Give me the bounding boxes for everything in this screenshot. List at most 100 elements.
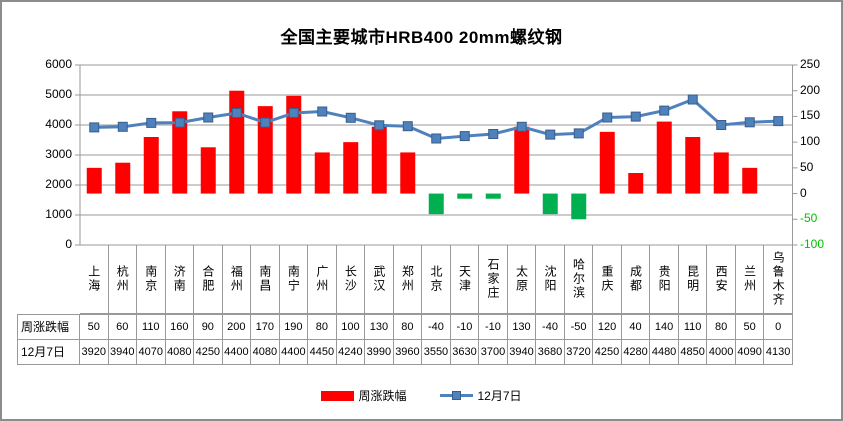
price-cell-9: 4240 bbox=[337, 340, 366, 364]
city-label-5: 福州 bbox=[229, 265, 244, 293]
city-cell-19: 成都 bbox=[622, 245, 651, 313]
weekly-change-cell-15: 130 bbox=[508, 315, 537, 339]
price-cell-22: 4000 bbox=[707, 340, 736, 364]
bar-6 bbox=[257, 106, 273, 194]
city-label-13: 天津 bbox=[457, 265, 472, 293]
city-label-11: 郑州 bbox=[400, 265, 415, 293]
price-cell-19: 4280 bbox=[622, 340, 651, 364]
weekly-change-cell-16: -40 bbox=[536, 315, 565, 339]
city-cell-2: 南京 bbox=[137, 245, 166, 313]
city-cell-0: 上海 bbox=[80, 245, 109, 313]
bar-4 bbox=[200, 147, 216, 194]
legend-line-swatch-icon bbox=[440, 390, 474, 401]
legend-label-price: 12月7日 bbox=[477, 389, 522, 403]
bar-2 bbox=[143, 137, 159, 194]
weekly-change-cell-3: 160 bbox=[166, 315, 195, 339]
price-cell-7: 4400 bbox=[280, 340, 309, 364]
price-marker-12 bbox=[431, 133, 442, 144]
bar-5 bbox=[229, 90, 245, 194]
legend: 周涨跌幅 12月7日 bbox=[2, 387, 841, 404]
price-cell-4: 4250 bbox=[194, 340, 223, 364]
city-label-18: 重庆 bbox=[600, 265, 615, 293]
price-marker-6 bbox=[260, 117, 271, 128]
city-cell-21: 昆明 bbox=[679, 245, 708, 313]
left-axis-label-6000: 6000 bbox=[45, 57, 72, 71]
bar-13 bbox=[457, 193, 473, 199]
weekly-change-cell-2: 110 bbox=[137, 315, 166, 339]
price-marker-4 bbox=[203, 112, 214, 123]
legend-item-weekly-change: 周涨跌幅 bbox=[321, 387, 406, 404]
city-label-20: 贵阳 bbox=[657, 265, 672, 293]
price-marker-18 bbox=[602, 112, 613, 123]
city-cell-13: 天津 bbox=[451, 245, 480, 313]
weekly-change-cell-10: 130 bbox=[365, 315, 394, 339]
city-label-24: 乌鲁木齐 bbox=[771, 251, 786, 307]
weekly-change-cell-6: 170 bbox=[251, 315, 280, 339]
table-row-header-1: 12月7日 bbox=[18, 340, 80, 364]
city-label-10: 武汉 bbox=[371, 265, 386, 293]
left-axis-label-3000: 3000 bbox=[45, 147, 72, 161]
weekly-change-cell-17: -50 bbox=[565, 315, 594, 339]
city-label-22: 西安 bbox=[714, 265, 729, 293]
bar-9 bbox=[343, 142, 359, 194]
table-row-price: 12月7日 3920 3940 4070 4080 4250 4400 4080 4400 445… bbox=[18, 340, 792, 364]
data-table: 周涨跌幅 50 60 110 160 90 200 170 190 80 100 130 80 -40 -1… bbox=[17, 314, 793, 365]
left-axis-label-5000: 5000 bbox=[45, 87, 72, 101]
right-axis-label-50: 50 bbox=[800, 159, 814, 174]
bar-23 bbox=[742, 167, 758, 194]
city-cell-6: 南昌 bbox=[251, 245, 280, 313]
price-marker-14 bbox=[488, 129, 499, 139]
left-axis-label-0: 0 bbox=[65, 237, 72, 251]
city-label-15: 太原 bbox=[514, 265, 529, 293]
legend-item-price: 12月7日 bbox=[440, 387, 522, 404]
bar-17 bbox=[571, 193, 587, 220]
price-marker-9 bbox=[345, 112, 356, 123]
city-cell-1: 杭州 bbox=[109, 245, 138, 313]
city-cell-8: 广州 bbox=[308, 245, 337, 313]
price-cell-14: 3700 bbox=[479, 340, 508, 364]
city-cell-18: 重庆 bbox=[593, 245, 622, 313]
bar-1 bbox=[115, 162, 131, 194]
weekly-change-cell-13: -10 bbox=[451, 315, 480, 339]
bar-16 bbox=[542, 193, 558, 215]
x-axis-city-row: 上海 杭州 南京 济南 合肥 福州 南昌 南宁 广州 长沙 武汉 郑州 北京 天津 石家庄 太原 沈阳 哈尔滨 重庆… bbox=[80, 245, 793, 314]
weekly-change-cell-5: 200 bbox=[223, 315, 252, 339]
city-cell-20: 贵阳 bbox=[650, 245, 679, 313]
price-marker-17 bbox=[573, 128, 584, 139]
city-label-16: 沈阳 bbox=[543, 265, 557, 293]
city-label-2: 南京 bbox=[143, 265, 158, 293]
bar-10 bbox=[371, 126, 387, 194]
left-axis-label-2000: 2000 bbox=[45, 177, 72, 191]
city-label-12: 北京 bbox=[428, 265, 443, 293]
city-cell-4: 合肥 bbox=[194, 245, 223, 313]
bar-21 bbox=[685, 137, 701, 194]
price-cell-2: 4070 bbox=[137, 340, 166, 364]
city-cell-24: 乌鲁木齐 bbox=[764, 245, 793, 313]
city-cell-22: 西安 bbox=[707, 245, 736, 313]
weekly-change-cell-12: -40 bbox=[422, 315, 451, 339]
price-marker-11 bbox=[402, 121, 413, 132]
price-marker-5 bbox=[231, 108, 242, 118]
weekly-change-cell-4: 90 bbox=[194, 315, 223, 339]
price-cell-23: 4090 bbox=[736, 340, 765, 364]
price-cell-15: 3940 bbox=[508, 340, 537, 364]
city-label-19: 成都 bbox=[628, 265, 643, 293]
weekly-change-cell-0: 50 bbox=[80, 315, 109, 339]
bar-19 bbox=[628, 173, 644, 194]
price-marker-7 bbox=[288, 108, 299, 118]
left-axis-label-1000: 1000 bbox=[45, 207, 72, 221]
price-line bbox=[94, 97, 779, 141]
chart-title: 全国主要城市HRB400 20mm螺纹钢 bbox=[280, 28, 563, 47]
bar-12 bbox=[428, 193, 444, 215]
city-cell-11: 郑州 bbox=[394, 245, 423, 313]
weekly-change-cell-24: 0 bbox=[775, 321, 782, 333]
weekly-change-cell-23: 50 bbox=[736, 315, 765, 339]
bar-15 bbox=[514, 126, 530, 194]
price-marker-21 bbox=[687, 94, 698, 105]
price-marker-1 bbox=[117, 121, 128, 132]
weekly-change-cell-19: 40 bbox=[622, 315, 651, 339]
price-cell-0: 3920 bbox=[80, 340, 109, 364]
legend-bar-swatch-icon bbox=[321, 390, 355, 401]
